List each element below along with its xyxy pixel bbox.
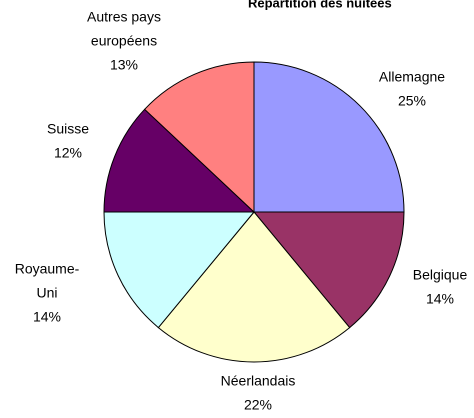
slice-label: Néerlandais bbox=[221, 373, 296, 389]
slice-label: Royaume- bbox=[15, 261, 80, 277]
pie-slice bbox=[157, 211, 351, 363]
slice-label: Uni bbox=[36, 285, 57, 301]
value-label: 13% bbox=[110, 57, 138, 73]
value-label: 22% bbox=[244, 397, 272, 413]
pie-slice bbox=[103, 211, 256, 329]
value-label: 14% bbox=[426, 291, 454, 307]
pie-slice bbox=[103, 108, 256, 213]
value-label: 12% bbox=[54, 145, 82, 161]
slice-label: Suisse bbox=[47, 121, 89, 137]
value-label: 25% bbox=[398, 93, 426, 109]
value-label: 14% bbox=[33, 309, 61, 325]
slice-label: Allemagne bbox=[379, 69, 445, 85]
slice-label: Belgique bbox=[413, 267, 468, 283]
pie-slice bbox=[253, 61, 405, 213]
slice-label: européens bbox=[91, 33, 157, 49]
chart-title: Répartition des nuitées bbox=[248, 0, 392, 10]
slice-label: Autres pays bbox=[87, 9, 161, 25]
pie-slice bbox=[143, 61, 255, 214]
pie-slice bbox=[252, 211, 405, 329]
